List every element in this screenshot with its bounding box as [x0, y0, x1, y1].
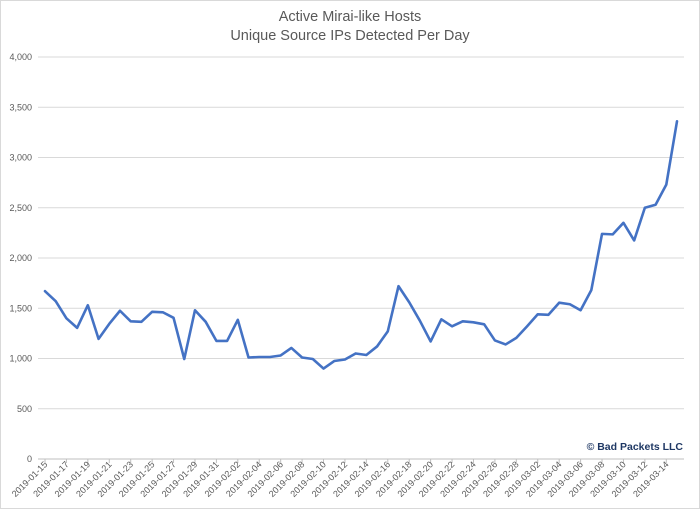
data-point: [590, 289, 592, 291]
data-point: [515, 337, 517, 339]
data-point: [44, 290, 46, 292]
data-point: [269, 356, 271, 358]
data-point: [676, 120, 678, 122]
data-point: [194, 309, 196, 311]
data-point: [172, 317, 174, 319]
y-tick-label: 2,500: [9, 203, 32, 213]
data-point: [397, 285, 399, 287]
data-point: [526, 325, 528, 327]
data-point: [290, 347, 292, 349]
data-point: [247, 356, 249, 358]
data-point: [451, 325, 453, 327]
data-point: [354, 352, 356, 354]
data-point: [483, 323, 485, 325]
data-point: [472, 321, 474, 323]
data-point: [569, 303, 571, 305]
data-point: [504, 343, 506, 345]
data-point: [654, 204, 656, 206]
y-tick-label: 500: [17, 404, 32, 414]
data-point: [301, 356, 303, 358]
data-point: [462, 320, 464, 322]
data-point: [344, 358, 346, 360]
data-point: [322, 367, 324, 369]
y-tick-label: 2,000: [9, 253, 32, 263]
data-point: [558, 302, 560, 304]
data-point: [408, 301, 410, 303]
y-tick-label: 1,000: [9, 354, 32, 364]
data-point: [97, 338, 99, 340]
data-point: [665, 183, 667, 185]
data-point: [237, 319, 239, 321]
data-point: [579, 309, 581, 311]
data-point: [644, 207, 646, 209]
data-point: [279, 354, 281, 356]
data-point: [226, 340, 228, 342]
data-point: [151, 311, 153, 313]
y-tick-label: 4,000: [9, 52, 32, 62]
data-point: [129, 320, 131, 322]
data-point: [162, 311, 164, 313]
y-tick-label: 3,500: [9, 102, 32, 112]
data-point: [87, 304, 89, 306]
data-point: [215, 340, 217, 342]
data-point: [140, 321, 142, 323]
data-point: [601, 233, 603, 235]
data-point: [547, 314, 549, 316]
data-point: [440, 318, 442, 320]
y-tick-label: 0: [27, 454, 32, 464]
y-tick-label: 3,000: [9, 153, 32, 163]
data-point: [76, 327, 78, 329]
series-line: [43, 120, 679, 370]
data-point: [119, 310, 121, 312]
credit-label: © Bad Packets LLC: [586, 441, 683, 453]
data-point: [55, 300, 57, 302]
data-point: [376, 345, 378, 347]
data-point: [183, 358, 185, 360]
data-point: [258, 356, 260, 358]
data-point: [537, 313, 539, 315]
chart-title: Active Mirai-like Hosts: [278, 9, 422, 25]
data-point: [365, 354, 367, 356]
data-point: [633, 239, 635, 241]
data-point: [387, 330, 389, 332]
data-point: [312, 358, 314, 360]
data-point: [65, 317, 67, 319]
data-point: [204, 321, 206, 323]
data-point: [494, 339, 496, 341]
data-point: [333, 360, 335, 362]
data-point: [429, 340, 431, 342]
y-tick-label: 1,500: [9, 303, 32, 313]
data-point: [622, 222, 624, 224]
chart-subtitle: Unique Source IPs Detected Per Day: [230, 28, 470, 44]
data-point: [108, 323, 110, 325]
data-point: [419, 320, 421, 322]
data-point: [612, 233, 614, 235]
